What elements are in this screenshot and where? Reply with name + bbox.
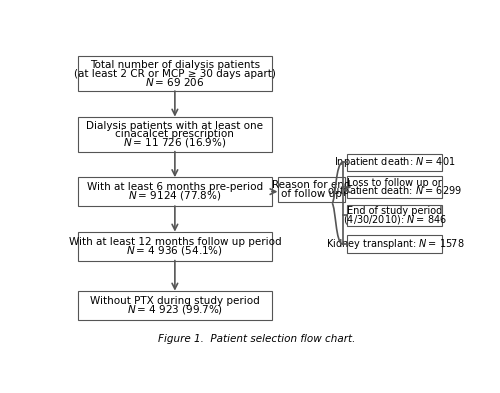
Text: (at least 2 CR or MCP ≥ 30 days apart): (at least 2 CR or MCP ≥ 30 days apart) <box>74 69 276 79</box>
FancyBboxPatch shape <box>348 154 442 171</box>
Text: With at least 12 months follow up period: With at least 12 months follow up period <box>68 237 281 247</box>
FancyBboxPatch shape <box>78 117 272 152</box>
FancyBboxPatch shape <box>278 177 345 202</box>
Text: $\mathit{N}$ = 4 923 (99.7%): $\mathit{N}$ = 4 923 (99.7%) <box>127 303 223 316</box>
Text: Figure 1.  Patient selection flow chart.: Figure 1. Patient selection flow chart. <box>158 334 355 344</box>
Text: With at least 6 months pre-period: With at least 6 months pre-period <box>87 182 263 193</box>
Text: of follow up: of follow up <box>281 189 342 199</box>
Text: $\mathit{N}$ = 9124 (77.8%): $\mathit{N}$ = 9124 (77.8%) <box>128 189 222 202</box>
FancyBboxPatch shape <box>78 177 272 206</box>
FancyBboxPatch shape <box>78 56 272 91</box>
Text: Dialysis patients with at least one: Dialysis patients with at least one <box>86 121 264 131</box>
Text: End of study period: End of study period <box>347 206 442 216</box>
Text: (4/30/2010): $\mathit{N}$ = 846: (4/30/2010): $\mathit{N}$ = 846 <box>343 213 447 226</box>
FancyBboxPatch shape <box>348 176 442 198</box>
FancyBboxPatch shape <box>348 204 442 226</box>
Text: outpatient death: $\mathit{N}$ = 6299: outpatient death: $\mathit{N}$ = 6299 <box>328 184 462 198</box>
FancyBboxPatch shape <box>348 235 442 253</box>
FancyBboxPatch shape <box>78 232 272 261</box>
Text: Reason for end: Reason for end <box>272 180 350 191</box>
Text: $\mathit{N}$ = 11 726 (16.9%): $\mathit{N}$ = 11 726 (16.9%) <box>123 136 226 149</box>
Text: Loss to follow up or: Loss to follow up or <box>348 178 442 188</box>
Text: Inpatient death: $\mathit{N}$ = 401: Inpatient death: $\mathit{N}$ = 401 <box>334 156 456 169</box>
Text: $\mathit{N}$ = 4 936 (54.1%): $\mathit{N}$ = 4 936 (54.1%) <box>126 244 224 257</box>
Text: cinacalcet prescription: cinacalcet prescription <box>116 129 234 139</box>
Text: Total number of dialysis patients: Total number of dialysis patients <box>90 60 260 70</box>
Text: Without PTX during study period: Without PTX during study period <box>90 296 260 306</box>
Text: $\mathit{N}$ = 69 206: $\mathit{N}$ = 69 206 <box>145 76 204 88</box>
FancyBboxPatch shape <box>78 291 272 320</box>
Text: Kidney transplant: $\mathit{N}$ = 1578: Kidney transplant: $\mathit{N}$ = 1578 <box>326 237 464 251</box>
